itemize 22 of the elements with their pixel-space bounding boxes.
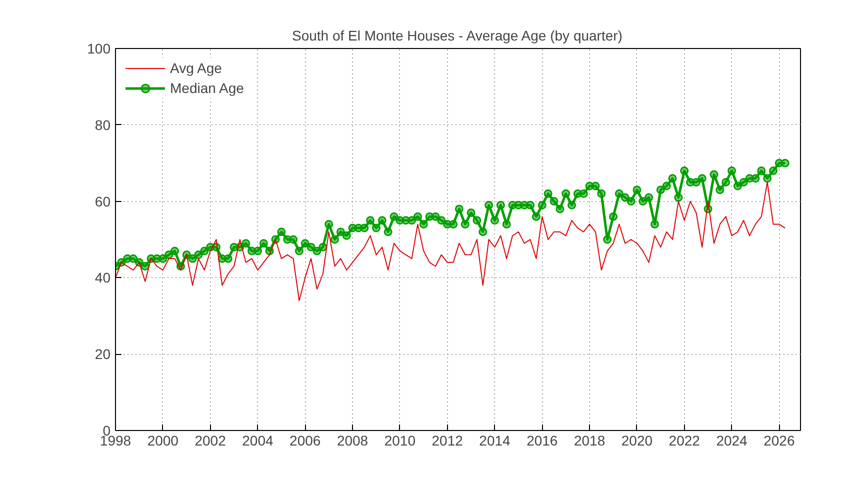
x-tick-label: 2002 — [194, 432, 226, 448]
y-tick-label: 40 — [94, 270, 111, 286]
x-tick-label: 2004 — [242, 432, 274, 448]
x-tick-label: 2006 — [290, 432, 321, 448]
x-tick-label: 2026 — [764, 432, 795, 448]
x-tick-label: 2008 — [336, 432, 368, 448]
y-tick-label: 80 — [94, 116, 111, 133]
y-tick-label: 60 — [94, 193, 111, 210]
x-tick-label: 2012 — [432, 432, 464, 448]
x-tick-label: 2020 — [621, 432, 653, 448]
x-tick-label: 2014 — [479, 432, 511, 448]
x-tick-label: 2016 — [526, 432, 558, 448]
chart-title: South of El Monte Houses - Average Age (by quarter) — [292, 28, 622, 44]
legend-label: Avg Age — [170, 60, 222, 76]
x-tick-label: 2018 — [574, 432, 606, 448]
x-tick-label: 2022 — [668, 432, 700, 448]
y-tick-label: 100 — [87, 40, 111, 56]
legend-label: Median Age — [170, 80, 244, 96]
x-tick-label: 2000 — [147, 432, 179, 448]
x-tick-label: 2010 — [384, 432, 416, 448]
y-tick-label: 20 — [94, 346, 111, 362]
x-tick-label: 2024 — [716, 432, 748, 448]
